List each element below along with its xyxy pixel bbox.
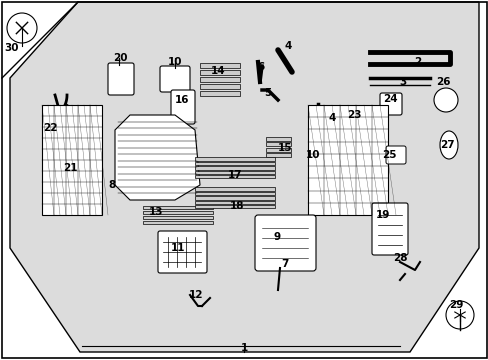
Bar bbox=[307, 105, 387, 215]
Text: 28: 28 bbox=[392, 253, 407, 263]
Bar bbox=[195, 166, 274, 170]
Text: 10: 10 bbox=[167, 57, 182, 67]
Text: 6: 6 bbox=[257, 62, 264, 72]
Text: 2: 2 bbox=[413, 57, 421, 67]
Bar bbox=[200, 70, 240, 76]
Text: 20: 20 bbox=[113, 53, 127, 63]
Bar bbox=[195, 171, 274, 174]
Text: 15: 15 bbox=[277, 143, 292, 153]
Bar bbox=[42, 105, 102, 215]
Bar bbox=[142, 206, 213, 209]
FancyBboxPatch shape bbox=[160, 66, 190, 92]
Text: 27: 27 bbox=[439, 140, 453, 150]
Text: 22: 22 bbox=[42, 123, 57, 133]
Text: 10: 10 bbox=[305, 150, 320, 160]
Bar bbox=[195, 192, 274, 195]
Bar bbox=[195, 188, 274, 191]
Bar bbox=[265, 142, 290, 146]
Text: 30: 30 bbox=[5, 43, 19, 53]
Circle shape bbox=[433, 88, 457, 112]
Polygon shape bbox=[115, 115, 200, 200]
Text: 19: 19 bbox=[375, 210, 389, 220]
Bar bbox=[195, 175, 274, 178]
Text: 4: 4 bbox=[284, 41, 291, 51]
Text: 29: 29 bbox=[448, 300, 462, 310]
Text: 7: 7 bbox=[281, 259, 288, 269]
Text: 24: 24 bbox=[382, 94, 397, 104]
FancyBboxPatch shape bbox=[254, 215, 315, 271]
Text: 23: 23 bbox=[346, 110, 361, 120]
FancyBboxPatch shape bbox=[371, 203, 407, 255]
FancyBboxPatch shape bbox=[171, 90, 195, 124]
Bar bbox=[200, 77, 240, 82]
Bar bbox=[195, 162, 274, 165]
Text: 4: 4 bbox=[327, 113, 335, 123]
Bar bbox=[265, 148, 290, 152]
Ellipse shape bbox=[439, 131, 457, 159]
Bar bbox=[142, 211, 213, 214]
FancyBboxPatch shape bbox=[385, 146, 405, 164]
Text: 18: 18 bbox=[229, 201, 244, 211]
Bar bbox=[200, 84, 240, 89]
Text: 8: 8 bbox=[108, 180, 115, 190]
Text: 5: 5 bbox=[264, 88, 271, 98]
FancyBboxPatch shape bbox=[379, 93, 401, 115]
Circle shape bbox=[445, 301, 473, 329]
FancyBboxPatch shape bbox=[108, 63, 134, 95]
Text: 25: 25 bbox=[381, 150, 395, 160]
Polygon shape bbox=[10, 2, 478, 352]
Bar bbox=[195, 205, 274, 208]
FancyBboxPatch shape bbox=[158, 231, 206, 273]
Text: 3: 3 bbox=[399, 77, 406, 87]
Bar bbox=[200, 63, 240, 68]
Text: 1: 1 bbox=[240, 343, 247, 353]
Text: 17: 17 bbox=[227, 170, 242, 180]
Text: 11: 11 bbox=[170, 243, 185, 253]
Bar bbox=[142, 216, 213, 219]
Bar bbox=[265, 136, 290, 141]
Text: 26: 26 bbox=[435, 77, 449, 87]
Bar bbox=[200, 91, 240, 96]
Text: 14: 14 bbox=[210, 66, 225, 76]
Bar bbox=[195, 196, 274, 199]
Text: 12: 12 bbox=[188, 290, 203, 300]
Text: 9: 9 bbox=[273, 232, 280, 242]
Circle shape bbox=[7, 13, 37, 43]
Text: 16: 16 bbox=[174, 95, 189, 105]
Text: 13: 13 bbox=[148, 207, 163, 217]
Bar bbox=[265, 153, 290, 157]
Bar bbox=[195, 157, 274, 161]
Text: 21: 21 bbox=[62, 163, 77, 173]
Bar bbox=[142, 220, 213, 224]
Bar bbox=[195, 201, 274, 204]
